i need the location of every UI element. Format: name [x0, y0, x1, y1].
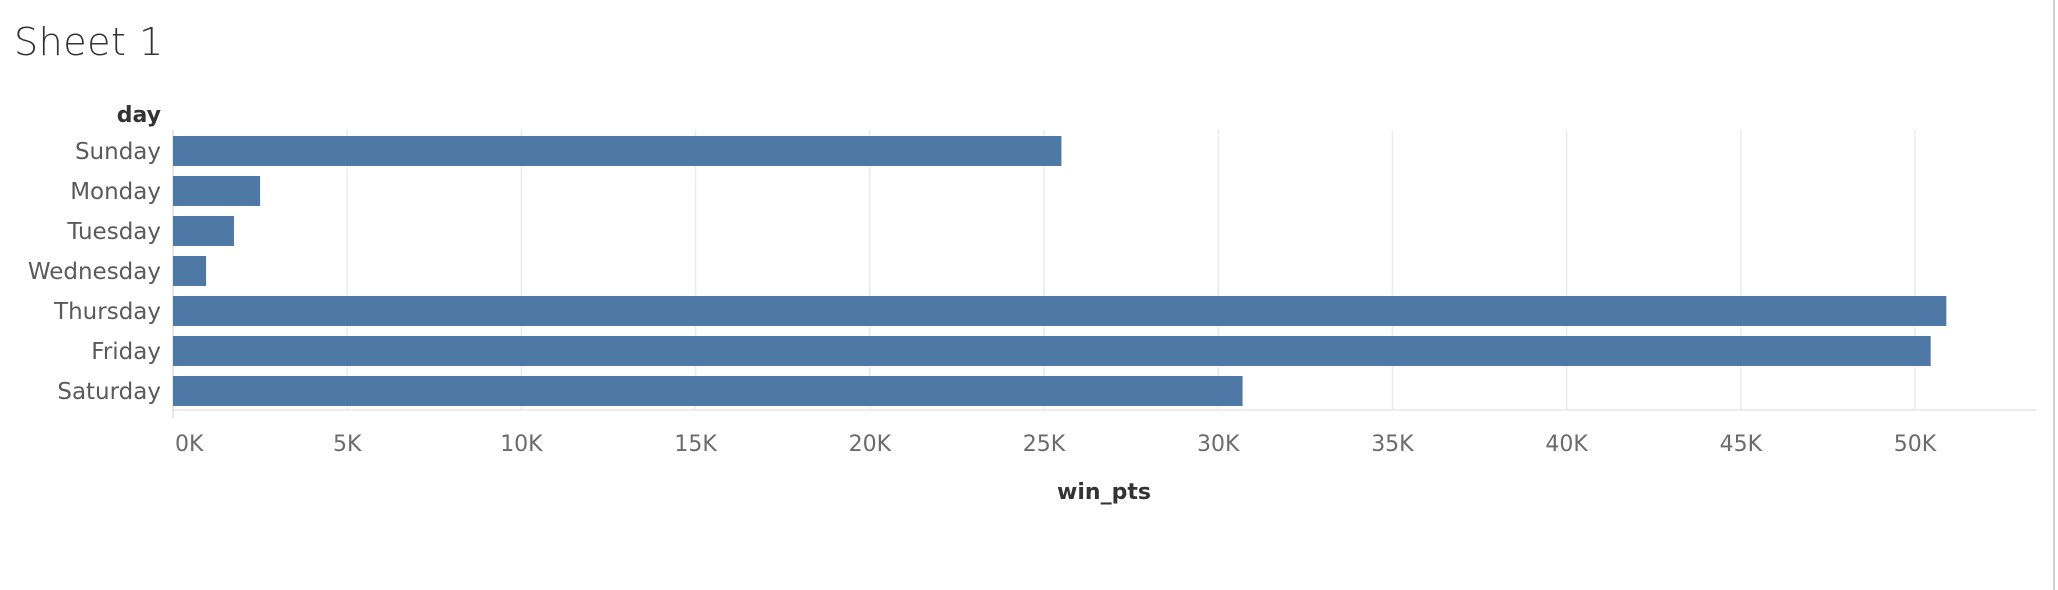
gridlines: [172, 130, 2036, 418]
x-tick-label: 30K: [1197, 432, 1240, 457]
x-tick-label: 5K: [333, 432, 362, 457]
bar-sunday[interactable]: [173, 136, 1062, 166]
row-label-saturday: Saturday: [57, 379, 161, 405]
bar-friday[interactable]: [173, 336, 1931, 366]
x-axis-ticks: 0K 5K 10K 15K 20K 25K 30K 35K 40K 45K 50K: [175, 432, 1937, 457]
x-tick-label: 0K: [175, 432, 204, 457]
bar-monday[interactable]: [173, 176, 261, 206]
x-tick-label: 35K: [1371, 432, 1414, 457]
x-tick-label: 50K: [1894, 432, 1937, 457]
row-label-monday: Monday: [70, 179, 161, 205]
bar-tuesday[interactable]: [173, 216, 234, 246]
bars: [173, 136, 1947, 406]
y-axis-title: day: [117, 103, 161, 128]
row-label-wednesday: Wednesday: [28, 259, 161, 285]
x-tick-label: 25K: [1023, 432, 1066, 457]
x-tick-label: 45K: [1720, 432, 1763, 457]
bar-saturday[interactable]: [173, 376, 1243, 406]
x-axis-title: win_pts: [1057, 480, 1151, 505]
row-label-tuesday: Tuesday: [66, 219, 161, 245]
x-tick-label: 15K: [674, 432, 717, 457]
row-label-thursday: Thursday: [53, 299, 161, 325]
panel-divider: [2053, 0, 2055, 590]
x-tick-label: 20K: [849, 432, 892, 457]
row-label-friday: Friday: [91, 339, 161, 365]
bar-thursday[interactable]: [173, 296, 1947, 326]
row-label-sunday: Sunday: [75, 139, 161, 165]
bar-wednesday[interactable]: [173, 256, 207, 286]
x-tick-label: 40K: [1545, 432, 1588, 457]
sheet-title: Sheet 1: [14, 20, 164, 64]
row-labels: Sunday Monday Tuesday Wednesday Thursday Frid…: [28, 139, 161, 405]
x-tick-label: 10K: [500, 432, 543, 457]
